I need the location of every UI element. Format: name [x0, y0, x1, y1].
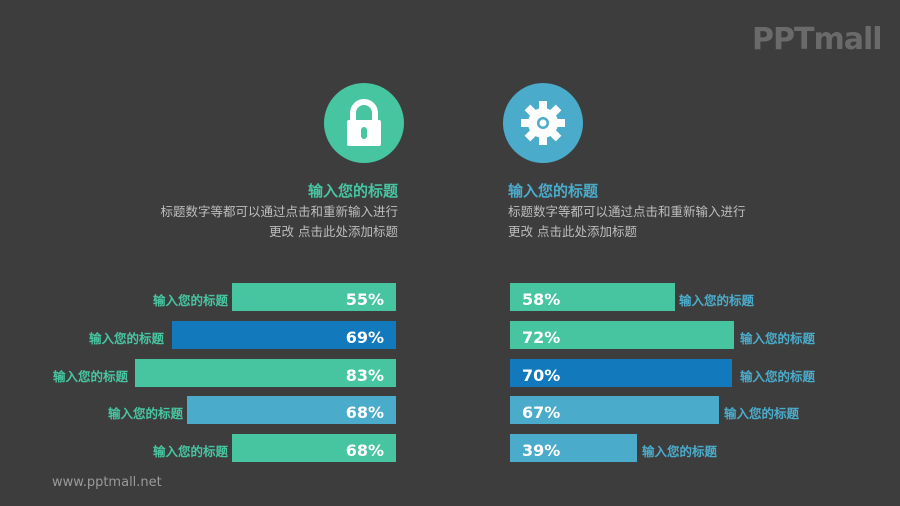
- left-bar-value-2: 69%: [345, 328, 384, 347]
- right-title: 输入您的标题: [508, 182, 599, 200]
- left-bar-value-3: 83%: [345, 366, 384, 385]
- left-desc-line1: 标题数字等都可以通过点击和重新输入进行: [160, 204, 398, 219]
- right-description: 标题数字等都可以通过点击和重新输入进行 更改 点击此处添加标题: [508, 202, 746, 242]
- left-bar-label-3: 输入您的标题: [52, 369, 128, 384]
- footer-url: www.pptmall.net: [52, 475, 162, 490]
- right-bar-label-2: 输入您的标题: [740, 331, 816, 346]
- right-bar-value-5: 39%: [522, 441, 561, 460]
- left-desc-line2: 更改 点击此处添加标题: [269, 224, 398, 239]
- right-bar-value-3: 70%: [522, 366, 561, 385]
- left-bar-2: 69%: [172, 321, 396, 349]
- left-bar-label-5: 输入您的标题: [152, 444, 228, 459]
- left-bar-value-5: 68%: [345, 441, 384, 460]
- right-desc-line1: 标题数字等都可以通过点击和重新输入进行: [508, 204, 746, 219]
- left-bar-1: 55%: [232, 283, 396, 311]
- right-bar-value-4: 67%: [522, 403, 561, 422]
- left-title: 输入您的标题: [307, 182, 398, 200]
- right-desc-line2: 更改 点击此处添加标题: [508, 224, 637, 239]
- right-bar-label-1: 输入您的标题: [679, 293, 755, 308]
- right-bar-2: 72%: [510, 321, 734, 349]
- right-bar-5: 39%: [510, 434, 637, 462]
- left-description: 标题数字等都可以通过点击和重新输入进行 更改 点击此处添加标题: [160, 202, 398, 242]
- right-bar-value-2: 72%: [522, 328, 561, 347]
- gear-icon: [521, 101, 565, 145]
- right-bar-label-5: 输入您的标题: [642, 444, 718, 459]
- right-bar-1: 58%: [510, 283, 675, 311]
- right-bar-label-3: 输入您的标题: [740, 369, 816, 384]
- right-bar-value-1: 58%: [522, 290, 561, 309]
- left-bar-3: 83%: [135, 359, 396, 387]
- left-bar-label-1: 输入您的标题: [152, 293, 228, 308]
- lock-icon-circle: [324, 83, 404, 163]
- left-bar-value-4: 68%: [345, 403, 384, 422]
- left-bar-5: 68%: [232, 434, 396, 462]
- left-bar-label-2: 输入您的标题: [88, 331, 164, 346]
- lock-icon: [347, 99, 381, 146]
- right-bar-3: 70%: [510, 359, 732, 387]
- left-bar-label-4: 输入您的标题: [107, 406, 183, 421]
- right-bar-4: 67%: [510, 396, 719, 424]
- gear-icon-circle: [503, 83, 583, 163]
- pptmall-logo: PPTmall: [752, 22, 883, 57]
- left-bar-4: 68%: [187, 396, 396, 424]
- left-bar-value-1: 55%: [345, 290, 384, 309]
- right-bar-label-4: 输入您的标题: [724, 406, 800, 421]
